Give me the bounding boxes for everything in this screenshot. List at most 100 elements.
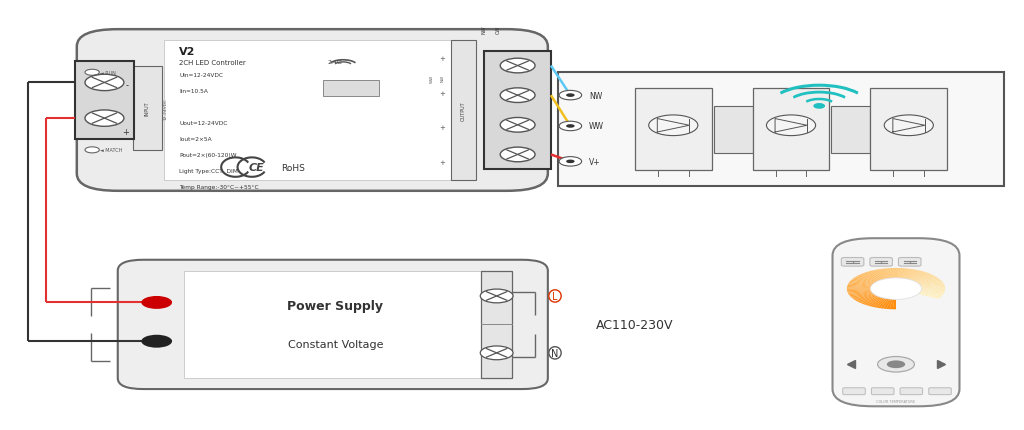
Wedge shape (878, 270, 888, 279)
Bar (75, 62, 134, 140)
Wedge shape (847, 288, 870, 289)
Wedge shape (914, 274, 933, 282)
Circle shape (559, 91, 582, 101)
Text: CW: CW (497, 26, 501, 34)
Wedge shape (907, 270, 921, 280)
Wedge shape (857, 275, 877, 283)
Text: ◄ RUN: ◄ RUN (100, 71, 117, 76)
Text: WW: WW (589, 122, 604, 131)
Wedge shape (904, 270, 914, 279)
Wedge shape (887, 300, 893, 310)
Wedge shape (853, 295, 874, 301)
Circle shape (501, 118, 536, 133)
Circle shape (878, 357, 914, 372)
Wedge shape (887, 268, 893, 278)
Text: 12-24VDC: 12-24VDC (164, 98, 168, 120)
Wedge shape (906, 270, 918, 280)
Text: +: + (439, 160, 445, 166)
Circle shape (766, 116, 815, 136)
Text: Light Type:CCT, DIM: Light Type:CCT, DIM (179, 169, 238, 174)
Circle shape (566, 125, 574, 129)
Wedge shape (915, 275, 935, 283)
Wedge shape (896, 268, 899, 278)
Wedge shape (871, 270, 885, 280)
Text: ◄ MATCH: ◄ MATCH (100, 148, 123, 153)
Bar (753, 89, 829, 171)
Text: Constant Voltage: Constant Voltage (288, 339, 383, 349)
Wedge shape (922, 288, 945, 289)
Text: Power Supply: Power Supply (288, 299, 383, 312)
Wedge shape (922, 285, 945, 288)
Text: 2CH LED Controller: 2CH LED Controller (179, 60, 246, 66)
Wedge shape (848, 291, 871, 294)
Bar (451, 41, 476, 181)
Wedge shape (851, 293, 873, 298)
Circle shape (566, 94, 574, 98)
Wedge shape (911, 273, 929, 281)
FancyBboxPatch shape (118, 260, 548, 389)
Circle shape (870, 278, 922, 300)
Text: L: L (552, 291, 558, 301)
Wedge shape (916, 276, 937, 283)
Wedge shape (922, 290, 945, 292)
Wedge shape (884, 299, 891, 309)
Wedge shape (921, 283, 943, 286)
Bar (831, 106, 870, 154)
Text: Uin=12-24VDC: Uin=12-24VDC (179, 73, 223, 78)
Wedge shape (859, 296, 878, 304)
Wedge shape (884, 269, 891, 279)
Wedge shape (922, 290, 945, 293)
Text: Pout=2×(60-120)W: Pout=2×(60-120)W (179, 153, 237, 158)
Circle shape (887, 360, 905, 368)
Bar (714, 106, 753, 154)
Text: Iout=2×5A: Iout=2×5A (179, 137, 212, 142)
FancyBboxPatch shape (843, 388, 865, 395)
Wedge shape (849, 292, 871, 295)
Text: N: N (551, 348, 559, 358)
Wedge shape (920, 292, 942, 297)
Wedge shape (898, 268, 902, 278)
Text: AC110-230V: AC110-230V (596, 318, 674, 331)
Text: COLOR TEMPERATURE: COLOR TEMPERATURE (877, 399, 915, 403)
Wedge shape (909, 271, 924, 280)
Text: NW: NW (440, 75, 444, 82)
Circle shape (501, 59, 536, 74)
Text: WW: WW (430, 74, 434, 83)
Wedge shape (881, 299, 890, 309)
FancyBboxPatch shape (77, 30, 548, 191)
FancyBboxPatch shape (898, 258, 921, 267)
Wedge shape (890, 268, 894, 278)
Wedge shape (855, 295, 876, 301)
Wedge shape (901, 269, 908, 279)
Bar (164, 41, 456, 181)
Bar (323, 80, 379, 97)
Wedge shape (866, 272, 882, 280)
Wedge shape (847, 289, 870, 290)
Wedge shape (849, 283, 871, 286)
Bar (870, 89, 947, 171)
Text: +: + (439, 125, 445, 130)
Text: +: + (122, 128, 129, 137)
Wedge shape (852, 294, 873, 299)
Bar (133, 67, 162, 150)
Wedge shape (922, 289, 945, 290)
Wedge shape (919, 280, 941, 285)
Wedge shape (861, 297, 880, 304)
Text: V+: V+ (589, 157, 600, 166)
Text: INPUT: INPUT (145, 101, 150, 116)
Circle shape (480, 289, 513, 303)
Wedge shape (868, 298, 883, 307)
Wedge shape (855, 276, 876, 283)
Bar (481, 271, 512, 378)
Text: Iin=10.5A: Iin=10.5A (179, 89, 208, 94)
Wedge shape (874, 270, 886, 280)
Wedge shape (912, 273, 931, 281)
Text: NW: NW (482, 26, 486, 34)
Bar (558, 73, 1004, 187)
Wedge shape (874, 298, 886, 308)
Wedge shape (863, 273, 881, 281)
Circle shape (884, 116, 934, 136)
Wedge shape (847, 290, 870, 292)
Wedge shape (851, 280, 873, 285)
Bar (484, 52, 551, 170)
